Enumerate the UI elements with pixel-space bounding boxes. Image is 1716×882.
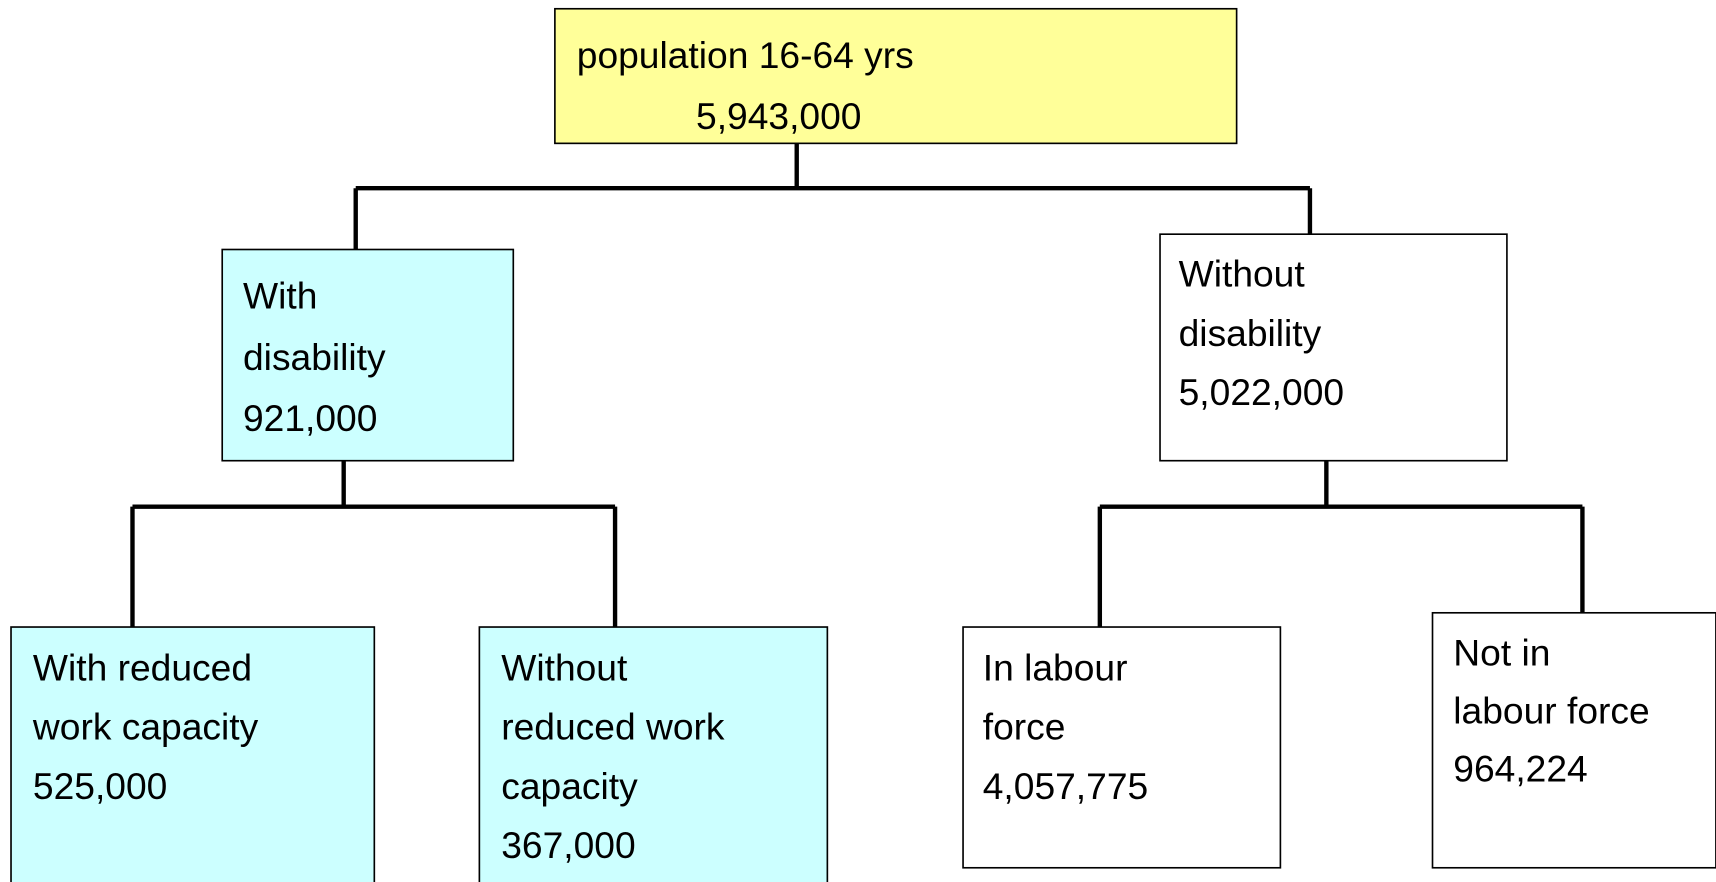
node-text: 525,000	[33, 765, 167, 807]
connector	[353, 143, 1313, 250]
node-text: labour force	[1453, 689, 1649, 731]
node-box	[478, 626, 829, 882]
node-box	[554, 7, 1238, 145]
node-text: With reduced	[33, 647, 252, 689]
node-text: 921,000	[243, 397, 377, 439]
node-text: force	[983, 706, 1066, 748]
node: Without disability 5,022,000	[1159, 233, 1508, 462]
node-box	[962, 626, 1282, 869]
node-text: disability	[1179, 312, 1322, 354]
node-text: Without	[501, 647, 628, 689]
node-box	[1159, 233, 1508, 462]
node-text: disability	[243, 336, 386, 378]
node: Without reduced work capacity 367,000	[478, 626, 829, 882]
node: With disability 921,000	[221, 248, 515, 462]
node: With reduced work capacity 525,000	[10, 626, 376, 882]
node: population 16-64 yrs 5,943,000	[554, 7, 1238, 145]
node-text: 964,224	[1453, 747, 1587, 789]
node-text: capacity	[501, 765, 638, 807]
node-text: 5,943,000	[696, 95, 861, 137]
node-box	[10, 626, 376, 882]
node-box	[1431, 611, 1716, 869]
node-text: population 16-64 yrs	[577, 34, 914, 76]
node-text: work capacity	[32, 706, 259, 748]
node-box	[221, 248, 515, 462]
node: Not in labour force 964,224	[1431, 611, 1716, 869]
node-text: With	[243, 275, 317, 317]
connectors	[130, 143, 1585, 628]
node-text: 5,022,000	[1179, 371, 1344, 413]
connector	[130, 460, 618, 628]
node-text: In labour	[983, 647, 1128, 689]
node-text: 4,057,775	[983, 765, 1148, 807]
connector	[1097, 460, 1585, 628]
node-text: Not in	[1453, 631, 1550, 673]
node-text: Without	[1179, 253, 1306, 295]
node: In labour force 4,057,775	[962, 626, 1282, 869]
node-text: 367,000	[501, 824, 635, 866]
node-text: reduced work	[501, 706, 725, 748]
